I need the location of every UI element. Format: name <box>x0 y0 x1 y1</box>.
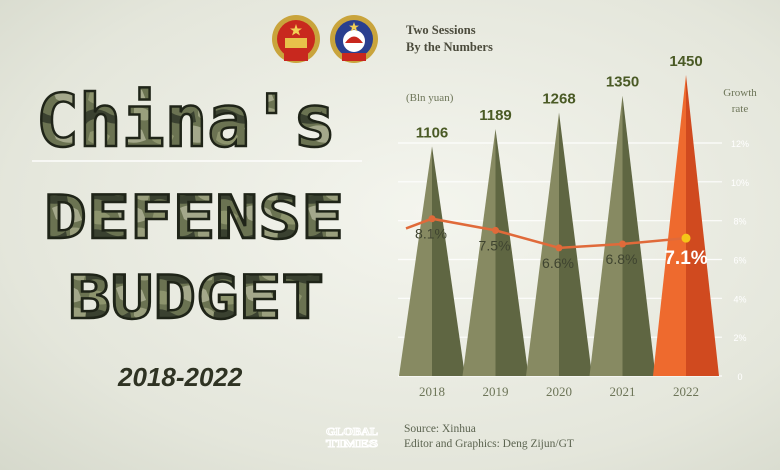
x-tick-label: 2022 <box>673 384 699 399</box>
budget-bar-shade <box>432 146 465 376</box>
right-tick-label: 12% <box>731 139 749 149</box>
years-range: 2018-2022 <box>118 362 243 392</box>
camo-title: China's DEFENSE BUDGET <box>32 78 362 334</box>
title-word-china: China's <box>36 79 336 163</box>
budget-bar-shade <box>495 129 529 376</box>
x-tick-label: 2021 <box>610 384 636 399</box>
budget-bar <box>462 129 496 376</box>
budget-bar <box>526 112 559 376</box>
growth-rate-label-2: rate <box>732 103 749 115</box>
budget-bar-shade <box>559 112 592 376</box>
growth-rate-point <box>681 233 691 243</box>
growth-rate-point <box>555 244 563 252</box>
budget-bar-shade <box>686 74 719 377</box>
x-tick-label: 2018 <box>419 384 445 399</box>
cppcc-emblem-icon <box>330 15 378 63</box>
national-emblems <box>272 15 378 63</box>
x-tick-label: 2020 <box>546 384 572 399</box>
budget-bar <box>589 95 623 376</box>
logo-line1: GLOBAL <box>326 426 378 438</box>
growth-rate-label-value: 8.1% <box>415 226 447 242</box>
growth-rate-point <box>619 240 626 248</box>
budget-bar <box>653 74 686 377</box>
header-line1: Two Sessions <box>406 23 476 37</box>
growth-rate-label-value: 7.5% <box>479 237 511 253</box>
header-line2: By the Numbers <box>406 40 493 54</box>
national-emblem-icon <box>272 15 320 63</box>
right-tick-label: 2% <box>733 333 746 343</box>
title-word-defense: DEFENSE <box>44 183 344 253</box>
value-label: 1268 <box>542 91 575 108</box>
growth-rate-point <box>428 215 436 223</box>
growth-rate-label-value: 6.8% <box>606 251 638 267</box>
title-word-budget: BUDGET <box>68 263 324 333</box>
value-label: 1450 <box>669 53 702 70</box>
value-label: 1350 <box>606 74 639 91</box>
value-label: 1189 <box>479 107 512 124</box>
growth-rate-point <box>492 226 499 234</box>
logo-line2: TIMES <box>326 438 378 450</box>
right-tick-label: 10% <box>731 178 749 188</box>
right-tick-label: 4% <box>733 294 746 304</box>
value-label: 1106 <box>416 124 449 141</box>
budget-bar <box>399 146 432 376</box>
growth-rate-label-value: 6.6% <box>542 255 574 271</box>
global-times-logo: GLOBAL TIMES <box>326 426 379 451</box>
budget-bar-shade <box>622 95 656 376</box>
header: Two Sessions By the Numbers <box>406 22 493 56</box>
right-tick-label: 6% <box>733 256 746 266</box>
footer: Source: Xinhua Editor and Graphics: Deng… <box>404 422 574 452</box>
x-tick-label: 2019 <box>483 384 509 399</box>
growth-rate-line <box>405 217 687 250</box>
footer-editor: Editor and Graphics: Deng Zijun/GT <box>404 438 574 450</box>
growth-rate-label-value: 7.1% <box>664 248 707 269</box>
right-tick-label: 0 <box>737 372 742 382</box>
footer-source: Source: Xinhua <box>404 423 476 435</box>
unit-label: (Bln yuan) <box>406 92 454 104</box>
right-tick-label: 8% <box>733 217 746 227</box>
growth-rate-label: Growth <box>723 87 757 99</box>
